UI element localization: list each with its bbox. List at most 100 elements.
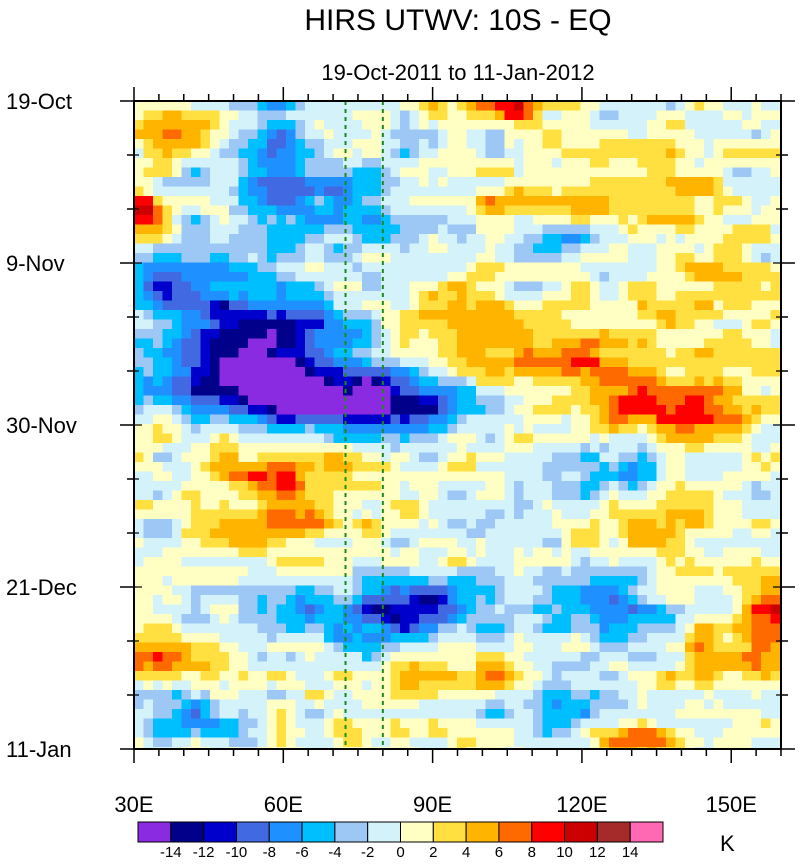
heatmap-cell xyxy=(552,196,563,207)
heatmap-cell xyxy=(257,291,268,302)
heatmap-cell xyxy=(533,585,544,596)
heatmap-cell xyxy=(609,576,620,587)
heatmap-cell xyxy=(542,414,553,425)
heatmap-cell xyxy=(552,614,563,625)
heatmap-cell xyxy=(191,642,202,653)
heatmap-cell xyxy=(637,300,648,311)
heatmap-cell xyxy=(514,386,525,397)
heatmap-cell xyxy=(466,319,477,330)
heatmap-cell xyxy=(352,595,363,606)
heatmap-cell xyxy=(485,528,496,539)
heatmap-cell xyxy=(181,348,192,359)
heatmap-cell xyxy=(390,376,401,387)
heatmap-cell xyxy=(267,196,278,207)
heatmap-cell xyxy=(257,519,268,530)
heatmap-cell xyxy=(162,338,173,349)
heatmap-cell xyxy=(751,234,762,245)
heatmap-cell xyxy=(267,405,278,416)
heatmap-cell xyxy=(409,661,420,672)
heatmap-cell xyxy=(656,186,667,197)
heatmap-cell xyxy=(561,424,572,435)
heatmap-cell xyxy=(713,462,724,473)
heatmap-cell xyxy=(276,167,287,178)
heatmap-cell xyxy=(286,661,297,672)
heatmap-cell xyxy=(134,576,145,587)
heatmap-cell xyxy=(390,443,401,454)
heatmap-cell xyxy=(732,414,743,425)
heatmap-cell xyxy=(571,614,582,625)
heatmap-cell xyxy=(162,272,173,283)
heatmap-cell xyxy=(561,376,572,387)
heatmap-cell xyxy=(248,452,259,463)
heatmap-cell xyxy=(162,367,173,378)
colorbar-swatch xyxy=(596,821,631,843)
heatmap-cell xyxy=(333,718,344,729)
heatmap-cell xyxy=(362,585,373,596)
heatmap-cell xyxy=(533,253,544,264)
heatmap-cell xyxy=(476,709,487,720)
heatmap-cell xyxy=(438,443,449,454)
heatmap-cell xyxy=(675,234,686,245)
heatmap-cell xyxy=(732,737,743,748)
heatmap-cell xyxy=(324,509,335,520)
heatmap-cell xyxy=(333,709,344,720)
heatmap-cell xyxy=(618,443,629,454)
heatmap-cell xyxy=(685,357,696,368)
heatmap-cell xyxy=(362,205,373,216)
heatmap-cell xyxy=(599,519,610,530)
heatmap-cell xyxy=(333,433,344,444)
heatmap-cell xyxy=(134,234,145,245)
heatmap-cell xyxy=(485,424,496,435)
heatmap-cell xyxy=(723,471,734,482)
heatmap-cell xyxy=(552,623,563,634)
heatmap-cell xyxy=(599,310,610,321)
heatmap-cell xyxy=(438,120,449,131)
heatmap-cell xyxy=(751,376,762,387)
heatmap-cell xyxy=(751,110,762,121)
heatmap-cell xyxy=(295,709,306,720)
heatmap-cell xyxy=(219,405,230,416)
heatmap-cell xyxy=(694,367,705,378)
heatmap-cell xyxy=(134,614,145,625)
heatmap-cell xyxy=(514,490,525,501)
heatmap-cell xyxy=(162,576,173,587)
heatmap-cell xyxy=(599,718,610,729)
heatmap-cell xyxy=(723,196,734,207)
heatmap-cell xyxy=(295,471,306,482)
heatmap-cell xyxy=(495,281,506,292)
heatmap-cell xyxy=(191,129,202,140)
heatmap-cell xyxy=(457,424,468,435)
heatmap-cell xyxy=(438,291,449,302)
heatmap-cell xyxy=(333,405,344,416)
heatmap-cell xyxy=(542,139,553,150)
heatmap-cell xyxy=(713,614,724,625)
heatmap-cell xyxy=(248,224,259,235)
heatmap-cell xyxy=(523,329,534,340)
heatmap-cell xyxy=(618,234,629,245)
heatmap-cell xyxy=(656,633,667,644)
heatmap-cell xyxy=(390,528,401,539)
heatmap-cell xyxy=(343,718,354,729)
heatmap-cell xyxy=(656,737,667,748)
heatmap-cell xyxy=(257,310,268,321)
heatmap-cell xyxy=(514,129,525,140)
heatmap-cell xyxy=(257,528,268,539)
heatmap-cell xyxy=(286,585,297,596)
heatmap-cell xyxy=(466,728,477,739)
heatmap-cell xyxy=(333,148,344,159)
heatmap-cell xyxy=(267,680,278,691)
heatmap-cell xyxy=(495,547,506,558)
heatmap-cell xyxy=(552,462,563,473)
heatmap-cell xyxy=(400,414,411,425)
heatmap-cell xyxy=(181,167,192,178)
heatmap-cell xyxy=(552,148,563,159)
heatmap-cell xyxy=(466,585,477,596)
heatmap-cell xyxy=(172,481,183,492)
heatmap-cell xyxy=(675,728,686,739)
heatmap-cell xyxy=(229,234,240,245)
heatmap-cell xyxy=(134,557,145,568)
heatmap-cell xyxy=(267,595,278,606)
heatmap-cell xyxy=(238,243,249,254)
heatmap-cell xyxy=(362,186,373,197)
heatmap-cell xyxy=(571,120,582,131)
